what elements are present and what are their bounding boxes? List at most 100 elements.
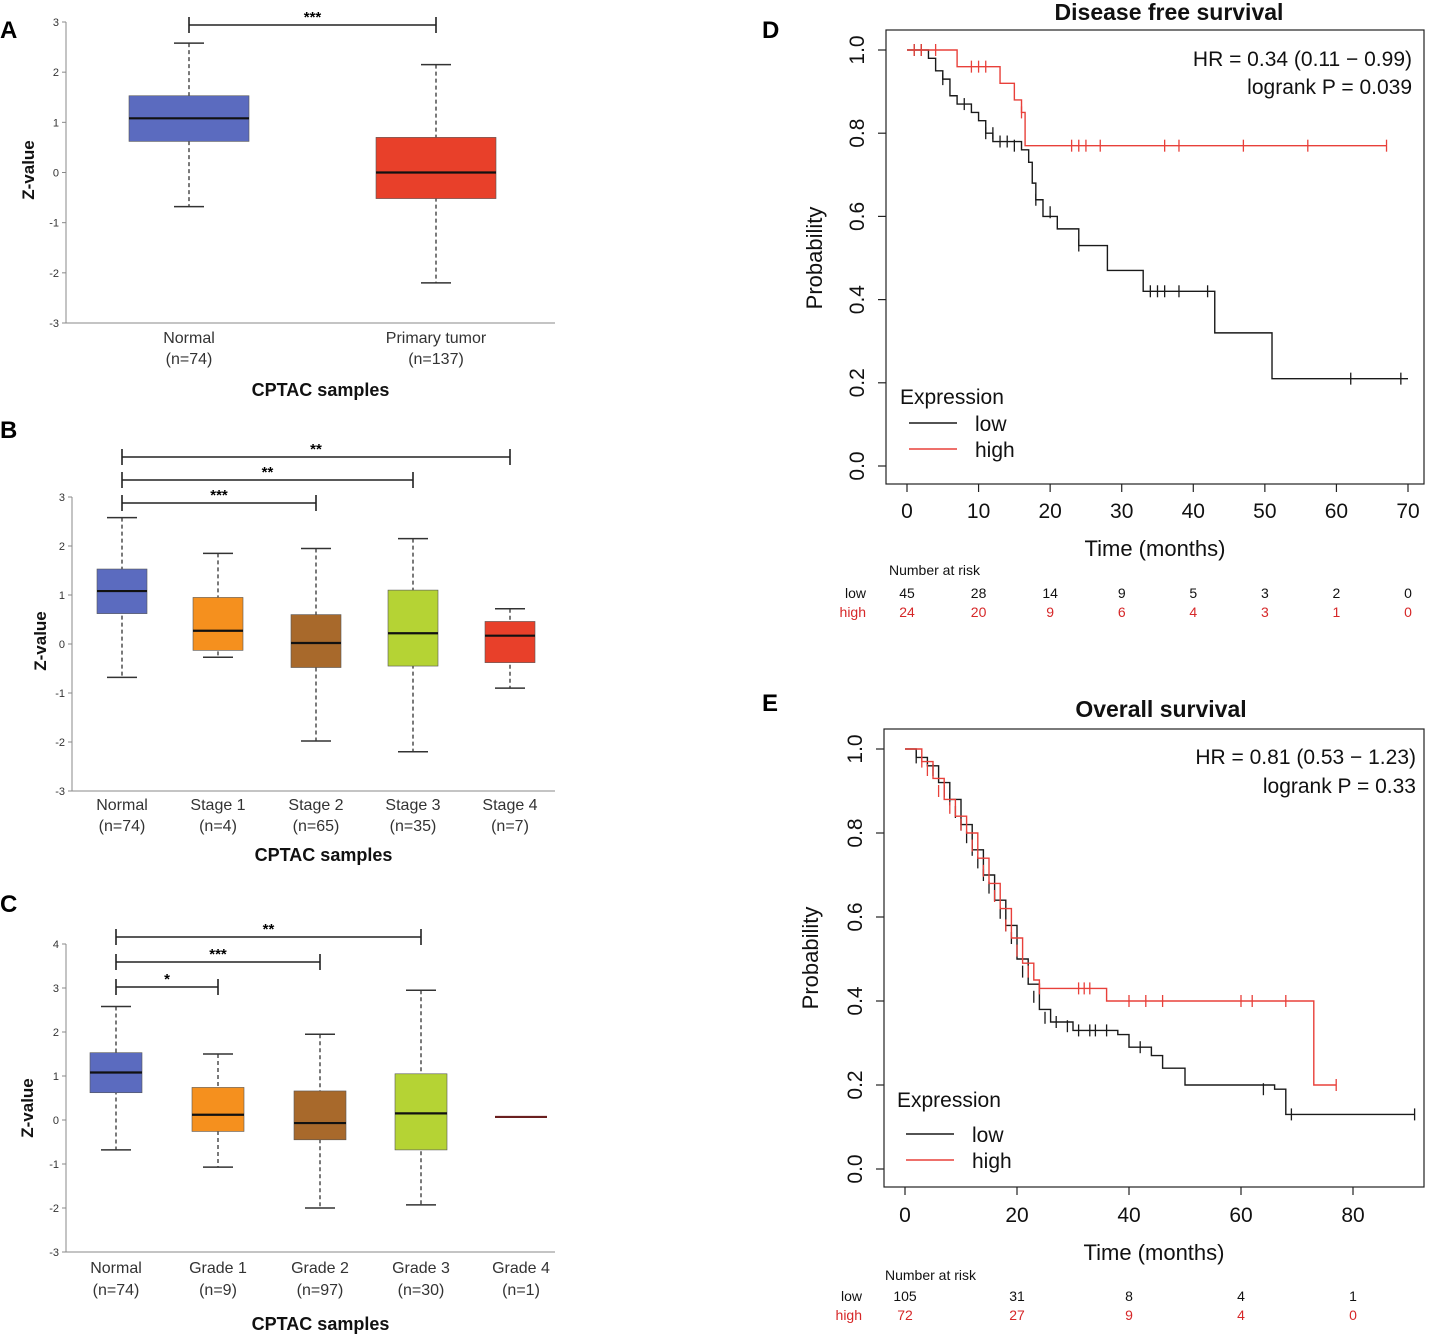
y-tick-label: 3 [53, 17, 59, 29]
x-tick-label: 10 [967, 500, 990, 523]
legend-label-low: low [975, 413, 1007, 436]
survival-curve-low [905, 748, 1415, 1116]
y-tick-label: 0.8 [844, 818, 867, 847]
panel-label-D: D [762, 17, 779, 44]
y-tick-label: -1 [55, 688, 65, 700]
number-at-risk-header: Number at risk [889, 562, 981, 578]
y-tick-label: 0.2 [844, 1070, 867, 1099]
number-at-risk-header: Number at risk [885, 1267, 977, 1283]
panel-label-E: E [762, 690, 778, 717]
y-axis-label-D: Probability [802, 207, 827, 310]
significance-stars: *** [304, 9, 322, 26]
y-tick-label: 3 [53, 983, 59, 995]
panel-label-B: B [0, 417, 17, 444]
y-tick-label: -2 [49, 1203, 59, 1215]
y-tick-label: 0 [53, 1115, 59, 1127]
risk-count-low: 4 [1237, 1288, 1245, 1304]
y-tick-label: -2 [49, 268, 59, 280]
category-n-label: (n=1) [502, 1282, 540, 1299]
category-label: Stage 3 [385, 797, 440, 814]
x-axis-title-E: Time (months) [1084, 1240, 1225, 1265]
y-tick-label: 0.6 [846, 202, 869, 231]
category-label: Normal [96, 797, 148, 814]
category-n-label: (n=97) [297, 1282, 344, 1299]
risk-count-high: 9 [1046, 604, 1054, 620]
risk-count-high: 3 [1261, 604, 1269, 620]
panel-label-C: C [0, 891, 17, 918]
plot-frame-E [883, 728, 1425, 1188]
risk-row-label-low: low [841, 1288, 863, 1304]
category-n-label: (n=30) [398, 1282, 445, 1299]
category-n-label: (n=137) [408, 351, 464, 368]
category-n-label: (n=74) [93, 1282, 140, 1299]
x-tick-label: 40 [1182, 500, 1205, 523]
x-tick-label: 20 [1038, 500, 1061, 523]
x-tick-label: 80 [1341, 1204, 1364, 1227]
significance-stars: *** [209, 946, 227, 963]
category-label: Stage 1 [190, 797, 245, 814]
risk-count-high: 4 [1189, 604, 1197, 620]
y-tick-label: -3 [55, 786, 65, 798]
logrank-p-text: logrank P = 0.33 [1263, 775, 1416, 798]
risk-count-high: 24 [899, 604, 915, 620]
category-label: Stage 4 [482, 797, 537, 814]
logrank-p-text: logrank P = 0.039 [1247, 76, 1412, 99]
y-tick-label: 2 [53, 1027, 59, 1039]
risk-count-high: 9 [1125, 1307, 1133, 1323]
y-axis-label-A: Z-value [19, 140, 38, 200]
significance-stars: ** [310, 441, 322, 458]
x-axis-title-D: Time (months) [1085, 536, 1226, 561]
risk-count-low: 2 [1333, 585, 1341, 601]
risk-count-low: 8 [1125, 1288, 1133, 1304]
legend-title: Expression [900, 386, 1004, 409]
y-tick-label: 2 [53, 67, 59, 79]
x-tick-label: 0 [899, 1204, 911, 1227]
y-tick-label: 0 [59, 639, 65, 651]
category-n-label: (n=65) [293, 818, 340, 835]
y-tick-label: 1.0 [846, 35, 869, 64]
hazard-ratio-text: HR = 0.81 (0.53 − 1.23) [1195, 746, 1416, 769]
y-tick-label: 3 [59, 492, 65, 504]
box-stage-3 [387, 589, 439, 667]
category-label: Normal [163, 330, 215, 347]
x-axis-title-A: CPTAC samples [252, 380, 390, 400]
x-axis-title-B: CPTAC samples [255, 845, 393, 865]
risk-count-low: 9 [1118, 585, 1126, 601]
y-tick-label: -3 [49, 318, 59, 330]
y-tick-label: 1.0 [844, 734, 867, 763]
risk-count-low: 0 [1404, 585, 1412, 601]
y-tick-label: 0 [53, 168, 59, 180]
risk-count-high: 4 [1237, 1307, 1245, 1323]
category-label: Grade 4 [492, 1260, 550, 1277]
survival-curve-high [905, 748, 1337, 1086]
y-tick-label: -1 [49, 1159, 59, 1171]
x-tick-label: 50 [1253, 500, 1276, 523]
category-label: Primary tumor [386, 330, 487, 347]
x-tick-label: 40 [1117, 1204, 1140, 1227]
box-primary-tumor [375, 137, 497, 199]
y-tick-label: 0.4 [844, 986, 867, 1016]
x-tick-label: 60 [1325, 500, 1348, 523]
box-stage-4 [484, 621, 536, 663]
significance-stars: ** [262, 464, 274, 481]
y-tick-label: 0.6 [844, 902, 867, 931]
box-stage-2 [290, 614, 342, 668]
legend-label-low: low [972, 1124, 1004, 1147]
category-n-label: (n=9) [199, 1282, 237, 1299]
risk-row-label-high: high [840, 604, 866, 620]
y-tick-label: 1 [53, 117, 59, 129]
y-tick-label: -3 [49, 1247, 59, 1259]
x-axis-title-C: CPTAC samples [252, 1314, 390, 1334]
category-n-label: (n=74) [99, 818, 146, 835]
risk-count-high: 0 [1349, 1307, 1357, 1323]
significance-stars: *** [210, 487, 228, 504]
y-tick-label: 0.8 [846, 119, 869, 148]
y-tick-label: 1 [59, 590, 65, 602]
panel-label-A: A [0, 17, 17, 44]
risk-row-label-low: low [845, 585, 867, 601]
y-tick-label: -2 [55, 737, 65, 749]
risk-count-high: 72 [897, 1307, 913, 1323]
category-label: Grade 1 [189, 1260, 247, 1277]
legend-label-high: high [972, 1150, 1012, 1173]
risk-count-low: 31 [1009, 1288, 1025, 1304]
